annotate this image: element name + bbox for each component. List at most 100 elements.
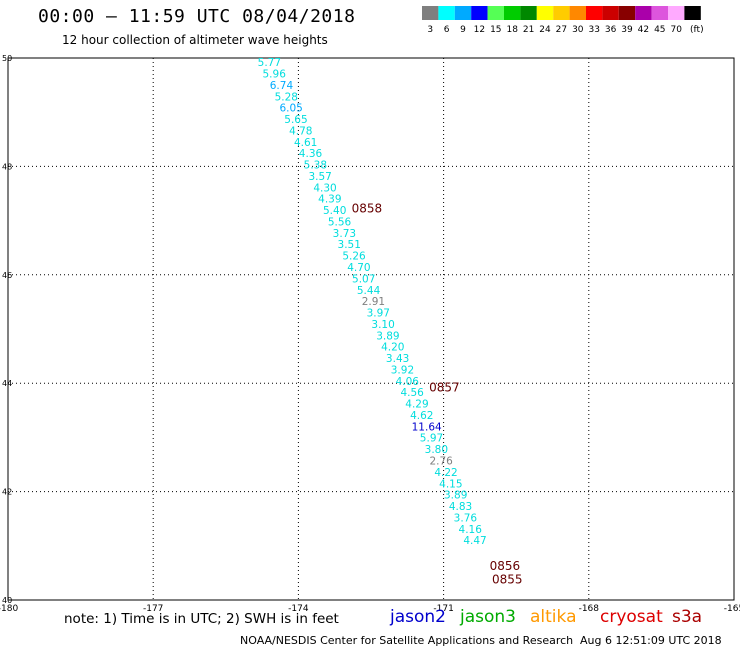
legend-label: 27 — [556, 25, 567, 35]
wave-height-label: 5.96 — [263, 69, 287, 81]
satellite-altika: altika — [530, 607, 577, 627]
wave-height-label: 3.51 — [338, 239, 361, 251]
wave-height-label: 4.16 — [459, 524, 483, 536]
wave-height-label: 4.83 — [449, 501, 472, 513]
satellite-s3a: s3a — [672, 607, 703, 627]
wave-height-label: 4.78 — [289, 125, 312, 137]
lat-tick-label: 42 — [2, 488, 12, 497]
altimeter-map: -180 -177 -174 -171 -168 -165 50 48 46 44 42 40 5.77… — [0, 54, 740, 614]
legend-label: 36 — [605, 25, 617, 35]
wave-height-label: 4.29 — [405, 399, 428, 411]
footer-timestamp: Aug 6 12:51:09 UTC 2018 — [580, 634, 722, 647]
satellite-jason3: jason3 — [460, 607, 516, 627]
lat-tick-label: 50 — [2, 54, 12, 63]
legend-label: 6 — [444, 25, 450, 35]
wave-height-label: 3.80 — [425, 444, 448, 456]
legend-label: 3 — [427, 25, 433, 35]
pass-time-label: 0855 — [492, 573, 523, 587]
lat-tick-label: 44 — [2, 379, 12, 388]
wave-height-label: 3.89 — [376, 330, 399, 342]
legend-label: 12 — [474, 25, 485, 35]
lon-tick-label: -165 — [724, 604, 740, 614]
legend-label: 9 — [460, 25, 466, 35]
lon-tick-label: -168 — [579, 604, 600, 614]
satellite-jason2: jason2 — [390, 607, 446, 627]
wave-height-label: 3.97 — [367, 308, 390, 320]
legend-swatch — [536, 6, 554, 20]
map-frame — [7, 57, 735, 601]
wave-height-label: 5.38 — [304, 160, 327, 172]
wave-height-label: 5.28 — [275, 91, 298, 103]
wave-height-label: 4.36 — [299, 148, 323, 160]
wave-height-label: 4.62 — [410, 410, 433, 422]
wave-height-label: 5.40 — [323, 205, 346, 217]
wave-height-label: 4.61 — [294, 137, 317, 149]
legend-swatch — [553, 6, 570, 20]
wave-height-label: 5.65 — [284, 114, 307, 126]
satellite-cryosat: cryosat — [600, 607, 663, 627]
wave-height-label: 5.07 — [352, 273, 375, 285]
legend-label: 21 — [523, 25, 534, 35]
legend-label: 39 — [621, 25, 633, 35]
wave-height-label: 3.89 — [444, 490, 467, 502]
wave-height-label: 11.64 — [412, 421, 442, 433]
wave-height-label: 4.20 — [381, 342, 404, 354]
lon-tick-label: -174 — [288, 604, 309, 614]
wave-height-label: 3.73 — [333, 228, 356, 240]
lat-tick-label: 46 — [2, 271, 12, 280]
legend-swatch — [586, 6, 603, 20]
legend-swatch — [438, 6, 455, 20]
wave-height-label: 4.22 — [434, 467, 457, 479]
legend-unit: (ft) — [690, 25, 704, 35]
wave-height-label: 4.56 — [400, 387, 424, 399]
wave-height-label: 3.76 — [454, 512, 478, 524]
wave-height-legend: 3 6 9 12 15 18 21 24 27 30 33 36 39 42 45 70 (ft) — [422, 6, 704, 35]
legend-swatch — [471, 6, 488, 20]
footer-credit: NOAA/NESDIS Center for Satellite Applica… — [240, 634, 574, 647]
wave-height-label: 4.06 — [396, 376, 420, 388]
legend-swatch — [569, 6, 586, 20]
legend-label: 33 — [588, 25, 599, 35]
legend-swatch — [520, 6, 537, 20]
pass-time-label: 0858 — [352, 201, 383, 215]
legend-label: 18 — [506, 25, 518, 35]
wave-height-label: 3.92 — [391, 364, 414, 376]
wave-height-label: 5.26 — [342, 251, 366, 263]
legend-swatch — [684, 6, 701, 20]
lat-tick-label: 48 — [2, 162, 12, 171]
legend-swatch — [635, 6, 652, 20]
legend-swatch — [618, 6, 636, 20]
footer-note: note: 1) Time is in UTC; 2) SWH is in fe… — [64, 611, 339, 627]
wave-height-label: 4.39 — [318, 194, 341, 206]
legend-label: 70 — [670, 25, 682, 35]
wave-height-label: 3.57 — [308, 171, 331, 183]
wave-height-label: 5.77 — [258, 57, 281, 69]
lon-tick-label: -171 — [433, 604, 453, 614]
legend-swatch — [422, 6, 439, 20]
wave-height-label: 6.74 — [270, 80, 294, 92]
wave-height-label: 5.44 — [357, 285, 381, 297]
pass-time-label: 0856 — [490, 559, 521, 573]
legend-label: 42 — [638, 25, 649, 35]
legend-swatch — [602, 6, 619, 20]
legend-swatch — [487, 6, 504, 20]
legend-swatch — [454, 6, 472, 20]
wave-height-label: 4.47 — [463, 535, 486, 547]
legend-label: 15 — [490, 25, 501, 35]
legend-swatch — [668, 6, 685, 20]
legend-swatch — [651, 6, 668, 20]
page-subtitle: 12 hour collection of altimeter wave hei… — [62, 33, 328, 47]
page-title: 00:00 – 11:59 UTC 08/04/2018 — [38, 6, 356, 27]
pass-time-label: 0857 — [429, 380, 460, 394]
wave-height-label: 2.76 — [429, 456, 453, 468]
legend-label: 30 — [572, 25, 584, 35]
lat-tick-label: 40 — [2, 596, 12, 605]
wave-height-label: 5.97 — [420, 433, 443, 445]
wave-height-label: 3.10 — [371, 319, 394, 331]
wave-height-label: 2.91 — [362, 296, 385, 308]
lon-tick-label: -180 — [0, 604, 18, 614]
legend-swatch — [504, 6, 521, 20]
wave-height-label: 4.30 — [313, 182, 336, 194]
lon-tick-label: -177 — [143, 604, 163, 614]
legend-label: 45 — [654, 25, 665, 35]
